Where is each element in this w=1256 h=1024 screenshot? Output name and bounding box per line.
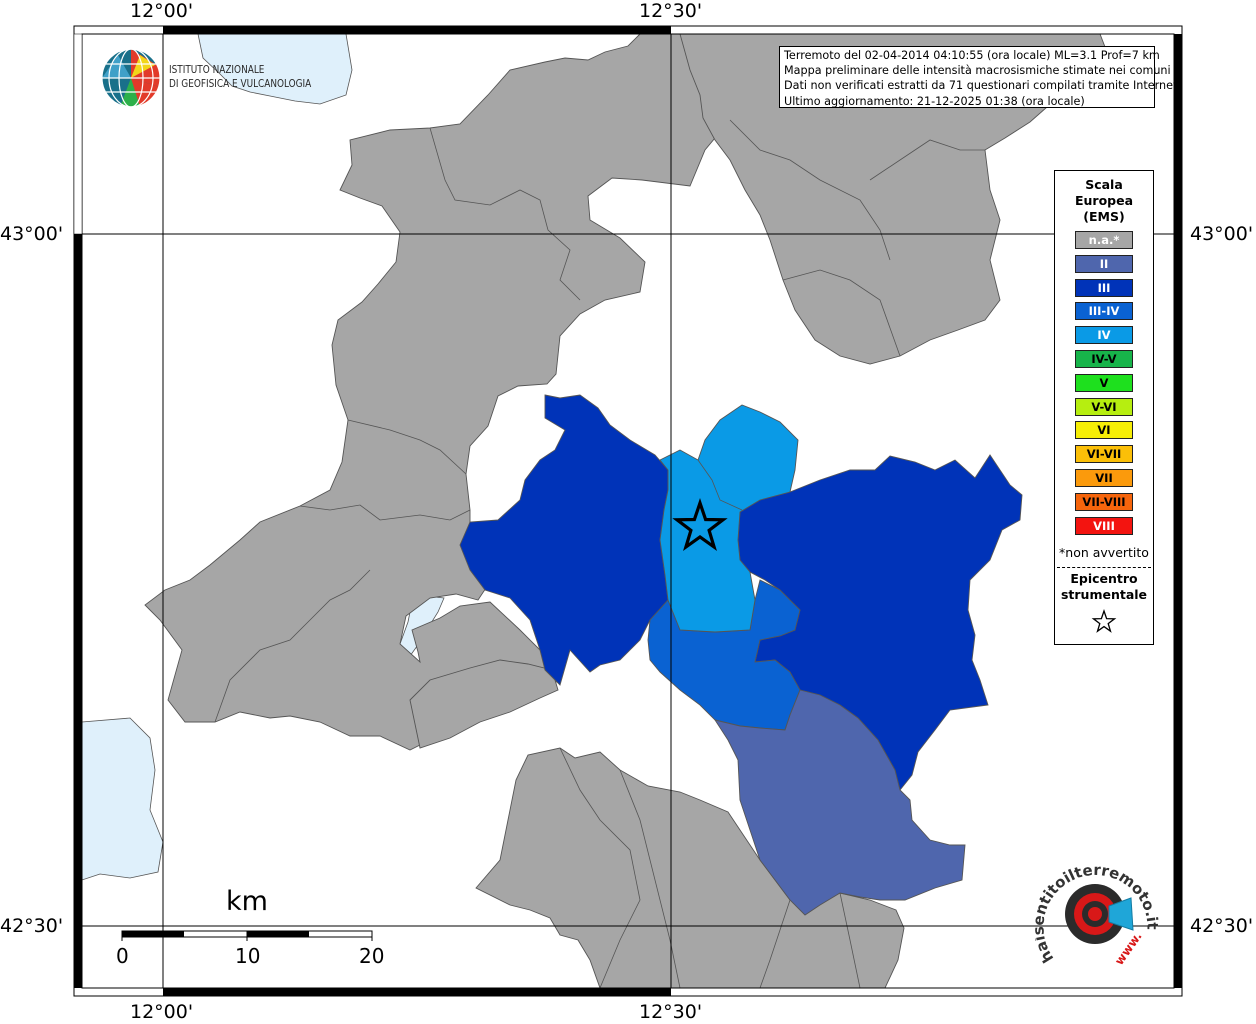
legend-star-icon (1091, 609, 1117, 633)
scale-unit-label: km (226, 886, 268, 917)
ingv-name-line2: DI GEOFISICA E VULCANOLOGIA (169, 77, 312, 90)
municipal-boundaries (214, 119, 985, 989)
scale-bar (121, 930, 373, 941)
legend-note: *non avvertito (1059, 545, 1149, 560)
lat-label-left-bottom: 42°30' (0, 915, 64, 937)
legend-title-line: (EMS) (1083, 209, 1125, 224)
lat-label-left-top: 43°00' (0, 223, 64, 245)
legend-swatch: VIII (1075, 516, 1133, 535)
ingv-name: ISTITUTO NAZIONALE DI GEOFISICA E VULCAN… (169, 63, 311, 91)
lat-label-right-bottom: 42°30' (1190, 915, 1254, 937)
info-line: Dati non verificati estratti da 71 quest… (784, 79, 1181, 93)
legend-swatch: III (1075, 278, 1133, 297)
ingv-globe-logo (101, 48, 161, 108)
haisentito-www: www. (1112, 929, 1145, 967)
info-line: Ultimo aggiornamento: 21-12-2025 01:38 (… (784, 94, 1085, 108)
region-iii-west (459, 394, 669, 686)
legend-divider (1057, 567, 1151, 568)
graticule (82, 34, 1174, 988)
info-line: Mappa preliminare delle intensità macros… (784, 64, 1171, 78)
region-iv (659, 404, 799, 633)
legend-swatch: VII-VIII (1075, 492, 1133, 511)
event-info-box: Terremoto del 02-04-2014 04:10:55 (ora l… (779, 46, 1181, 108)
legend-epicenter-line: Epicentro (1070, 571, 1138, 586)
epicenter-star-icon (672, 498, 728, 551)
info-line: Terremoto del 02-04-2014 04:10:55 (ora l… (784, 49, 1160, 62)
lake-bolsena (197, 33, 353, 105)
map-frame (73, 25, 1183, 997)
legend-swatch: II (1075, 254, 1133, 273)
region-not-available (144, 33, 1111, 989)
scale-tick-label: 0 (116, 944, 129, 968)
lon-label-top-left: 12°00' (130, 0, 194, 22)
intensity-legend: Scala Europea (EMS) n.a.* II III III-IV IV IV… (1054, 170, 1154, 645)
legend-swatch: VII (1075, 469, 1133, 487)
legend-swatch: VI (1075, 421, 1133, 440)
ingv-name-line1: ISTITUTO NAZIONALE (169, 63, 265, 76)
legend-title-line: Europea (1074, 193, 1134, 208)
legend-swatch: V-VI (1075, 397, 1133, 416)
haisentito-logo: haisentitoilterremoto.it www. (1035, 862, 1161, 968)
legend-swatch: IV (1075, 326, 1133, 345)
lon-label-bottom-right: 12°30' (639, 1001, 703, 1023)
legend-title: Scala Europea (EMS) (1055, 177, 1153, 225)
legend-title-line: Scala (1085, 177, 1123, 192)
region-iii-iv (647, 579, 801, 731)
region-iv-boundary (697, 459, 743, 511)
lon-label-bottom-left: 12°00' (130, 1001, 194, 1023)
lake-trasimeno-west (81, 717, 164, 881)
legend-swatch: VI-VII (1075, 445, 1133, 464)
legend-swatch: III-IV (1075, 302, 1133, 321)
scale-tick-label: 20 (359, 944, 385, 968)
region-ii (714, 689, 966, 916)
lat-label-right-top: 43°00' (1190, 223, 1254, 245)
scale-tick-label: 10 (235, 944, 261, 968)
legend-epicenter-label: Epicentro strumentale (1055, 571, 1153, 603)
legend-swatch: IV-V (1075, 350, 1133, 368)
legend-swatch: n.a.* (1075, 231, 1133, 249)
legend-swatch: V (1075, 373, 1133, 392)
lon-label-top-right: 12°30' (639, 0, 703, 22)
legend-epicenter-line: strumentale (1060, 587, 1148, 602)
